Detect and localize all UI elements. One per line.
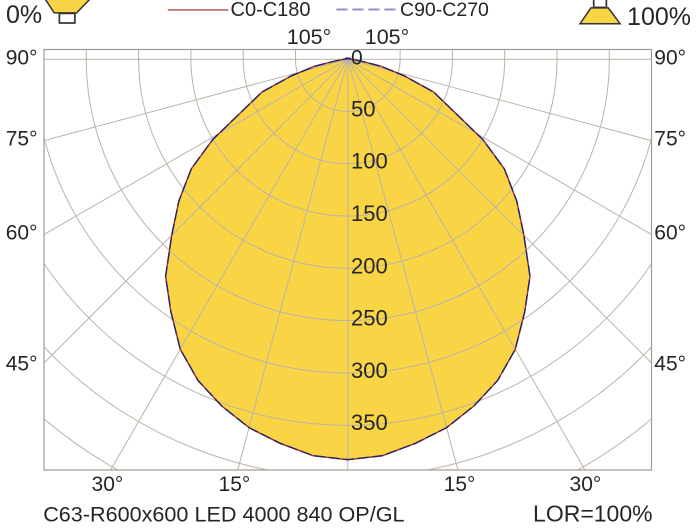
- svg-text:60°: 60°: [654, 222, 686, 245]
- svg-text:0%: 0%: [6, 1, 42, 29]
- svg-text:250: 250: [351, 306, 388, 331]
- svg-text:C63-R600x600 LED 4000 840 OP/G: C63-R600x600 LED 4000 840 OP/GL: [43, 502, 404, 527]
- svg-text:50: 50: [351, 96, 375, 121]
- svg-text:90°: 90°: [654, 46, 686, 69]
- svg-text:200: 200: [351, 253, 388, 278]
- svg-text:105°: 105°: [287, 25, 331, 49]
- svg-text:30°: 30°: [570, 473, 602, 496]
- svg-text:105°: 105°: [365, 25, 409, 49]
- svg-text:30°: 30°: [92, 473, 124, 496]
- svg-text:45°: 45°: [6, 353, 38, 376]
- svg-text:90°: 90°: [6, 46, 38, 69]
- svg-text:350: 350: [351, 410, 388, 435]
- svg-text:60°: 60°: [6, 222, 38, 245]
- svg-text:C90-C270: C90-C270: [400, 0, 489, 21]
- svg-text:C0-C180: C0-C180: [231, 0, 311, 21]
- svg-text:300: 300: [351, 358, 388, 383]
- svg-text:75°: 75°: [6, 128, 38, 151]
- svg-text:45°: 45°: [654, 353, 686, 376]
- svg-text:15°: 15°: [444, 473, 476, 496]
- svg-text:100: 100: [351, 149, 388, 174]
- svg-text:0: 0: [351, 47, 363, 70]
- svg-text:LOR=100%: LOR=100%: [533, 501, 653, 527]
- svg-text:15°: 15°: [219, 473, 251, 496]
- svg-text:100%: 100%: [627, 3, 691, 31]
- svg-text:75°: 75°: [654, 128, 686, 151]
- svg-text:150: 150: [351, 201, 388, 226]
